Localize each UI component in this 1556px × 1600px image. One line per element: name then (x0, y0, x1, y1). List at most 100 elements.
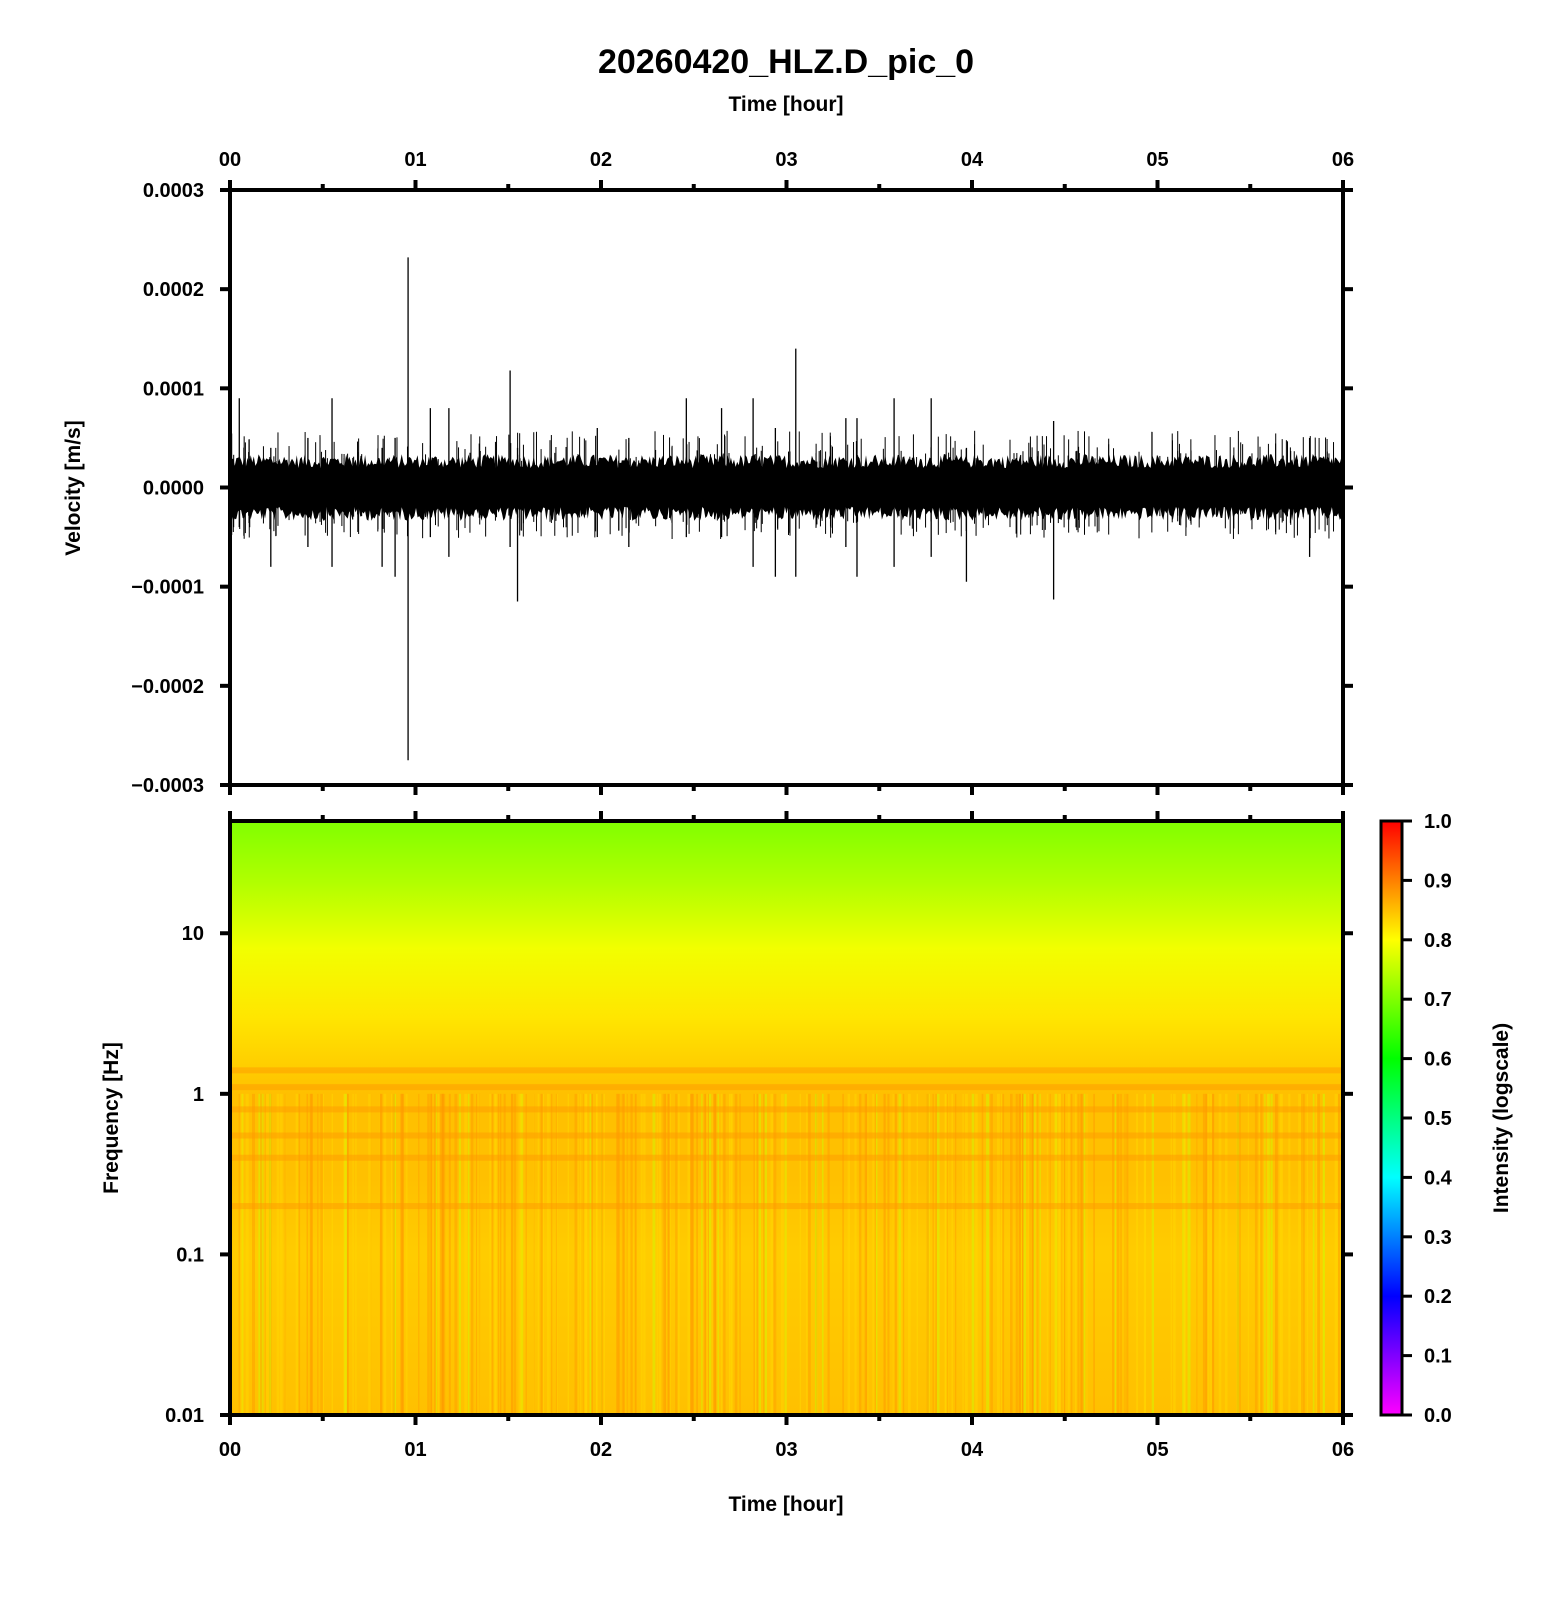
colorbar-tick-label: 0.4 (1424, 1167, 1453, 1189)
spectrogram-stripe (310, 1093, 313, 1416)
spectrogram-stripes (230, 1067, 1343, 1416)
spectrogram-stripe (669, 1093, 671, 1416)
spectrogram-stripe (1210, 1093, 1212, 1416)
spectrogram-stripe (758, 1093, 761, 1416)
spectrogram-stripe (658, 1093, 661, 1416)
spectrogram-stripe (951, 1093, 954, 1416)
colorbar-tick-label: 0.8 (1424, 930, 1452, 952)
spectrogram-stripe (662, 1093, 664, 1416)
waveform-y-tick-label: −0.0003 (131, 775, 204, 797)
spectrogram-stripe (720, 1093, 723, 1416)
spectrogram-stripe (1236, 1093, 1239, 1416)
spectrogram-heatmap (230, 821, 1343, 1415)
spectrogram-stripe (1059, 1093, 1062, 1416)
spectrogram-stripe (295, 1093, 299, 1416)
spectrogram-stripe (964, 1093, 968, 1416)
spectrogram-stripe (596, 1093, 598, 1416)
spectrogram-stripe (478, 1093, 481, 1416)
spectrogram-stripe (1173, 1093, 1176, 1416)
spectrogram-stripe (331, 1093, 333, 1416)
spectrogram-stripe (520, 1093, 524, 1416)
spectrogram-stripe (1143, 1093, 1146, 1416)
spectrogram-stripe (1046, 1093, 1048, 1416)
spectrogram-stripe (458, 1093, 461, 1416)
spectrogram-stripe (785, 1093, 787, 1416)
spectrogram-stripe (927, 1093, 930, 1416)
figure-title: 20260420_HLZ.D_pic_0 (598, 43, 974, 81)
spectrogram-stripe (405, 1093, 408, 1416)
spectrogram-stripe (770, 1093, 774, 1416)
spectrogram-stripe (238, 1093, 240, 1416)
spectrogram-stripe (1306, 1093, 1309, 1416)
spectrogram-stripe (842, 1093, 844, 1416)
spectrogram-stripe (1031, 1093, 1035, 1416)
spectrogram-stripe (815, 1093, 817, 1416)
spectrogram-stripe (1060, 1093, 1063, 1416)
spectrogram-stripe (1064, 1093, 1066, 1416)
spectrogram-stripe (1116, 1093, 1120, 1416)
spectrogram-stripe (621, 1093, 625, 1416)
spectrogram-stripe (1065, 1093, 1067, 1416)
spectrogram-stripe (707, 1093, 709, 1416)
spectrogram-stripe (712, 1093, 714, 1416)
spectrogram-stripe (1224, 1093, 1228, 1416)
spectrogram-stripe (489, 1093, 492, 1416)
spectrogram-stripe (687, 1093, 691, 1416)
spectrogram-stripe (663, 1093, 666, 1416)
spectrogram-stripe (634, 1093, 637, 1416)
spectrogram-stripe (1298, 1093, 1301, 1416)
spectrogram-stripe (944, 1093, 948, 1416)
waveform-y-tick-label: 0.0002 (143, 279, 204, 301)
bottom-x-axis-label: Time [hour] (728, 1493, 843, 1516)
spectrogram-stripe (626, 1093, 628, 1416)
spectrogram-stripe (703, 1093, 706, 1416)
spectrogram-stripe (238, 1093, 240, 1416)
spectrogram-stripe (1114, 1093, 1117, 1416)
spectrogram-stripe (734, 1093, 738, 1416)
spectrogram-stripe (773, 1093, 777, 1416)
waveform-noise-band (230, 430, 1343, 540)
spectrogram-stripe (883, 1093, 885, 1416)
spectrogram-stripe (260, 1093, 263, 1416)
spectrogram-stripe (418, 1093, 420, 1416)
spectrogram-stripe (263, 1093, 266, 1416)
spectrogram-stripe (630, 1093, 633, 1416)
spectrogram-stripe (581, 1093, 584, 1416)
spectrogram-stripe (667, 1093, 670, 1416)
spectrogram-stripe (345, 1093, 347, 1416)
spectrogram-stripe (495, 1093, 498, 1416)
spectrogram-stripe (1054, 1093, 1058, 1416)
spectrogram-stripe (539, 1093, 543, 1416)
bottom-x-tick-label: 03 (775, 1439, 797, 1461)
spectrogram-stripe (269, 1093, 272, 1416)
spectrogram-stripe (701, 1093, 703, 1416)
spectrogram-stripe (708, 1093, 712, 1416)
spectrogram-stripe (847, 1093, 851, 1416)
spectrogram-stripe (454, 1093, 458, 1416)
spectrogram-band (230, 1132, 1343, 1139)
spectrogram-stripe (1144, 1093, 1146, 1416)
spectrogram-stripe (584, 1093, 588, 1416)
top-x-tick-label: 04 (961, 149, 984, 171)
spectrogram-stripe (814, 1093, 817, 1416)
spectrogram-stripe (676, 1093, 680, 1416)
spectrogram-band (230, 1154, 1343, 1161)
spectrogram-stripe (368, 1093, 371, 1416)
spectrogram-stripe (1126, 1093, 1129, 1416)
bottom-x-tick-label: 06 (1332, 1439, 1354, 1461)
spectrogram-stripe (1270, 1093, 1273, 1416)
colorbar-tick-label: 0.1 (1424, 1346, 1452, 1368)
spectrogram-stripe (1029, 1093, 1031, 1416)
spectrogram-stripe (1002, 1093, 1005, 1416)
spectrogram-stripe (1203, 1093, 1207, 1416)
spectrogram-stripe (1182, 1093, 1186, 1416)
spectrogram-stripe (634, 1093, 637, 1416)
spectrogram-stripe (1187, 1093, 1191, 1416)
spectrogram-stripe (595, 1093, 598, 1416)
spectrogram-stripe (1049, 1093, 1051, 1416)
spectrogram-stripe (1086, 1093, 1088, 1416)
spectrogram-stripe (1338, 1093, 1340, 1416)
spectrogram-stripe (491, 1093, 494, 1416)
spectrogram-stripe (990, 1093, 993, 1416)
spectrogram-stripe (343, 1093, 346, 1416)
